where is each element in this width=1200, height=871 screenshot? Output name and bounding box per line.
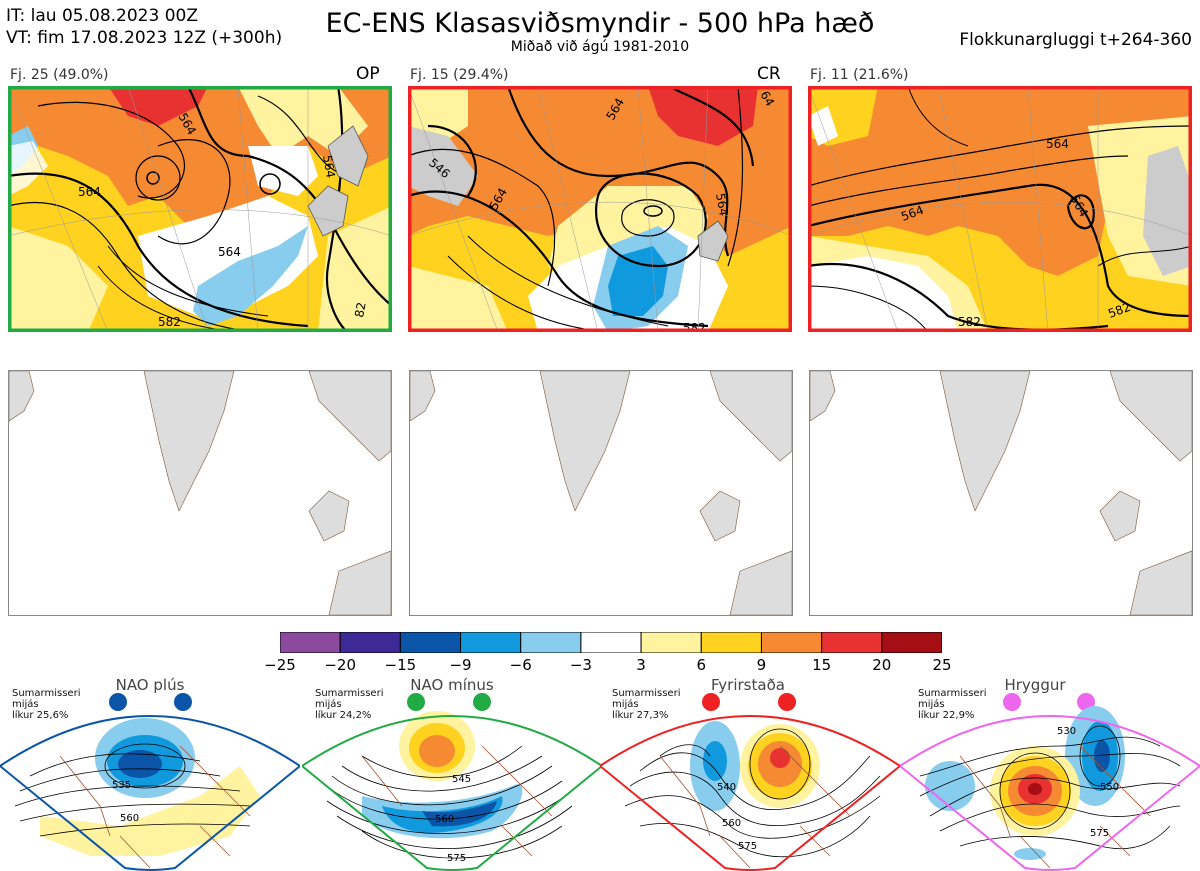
panel-1-tag: OP xyxy=(356,64,380,84)
colorbar-tick-label: −15 xyxy=(384,656,417,674)
regime-1-map[interactable]: 535 560 xyxy=(0,686,300,871)
cluster-map-2[interactable]: 564 546 564 564 582 64 xyxy=(408,86,792,332)
colorbar-tick-label: −20 xyxy=(324,656,356,674)
landmask-map-3 xyxy=(809,370,1193,616)
regime-4-contour-label: 550 xyxy=(1100,782,1119,793)
panel-1-label: Fj. 25 (49.0%) xyxy=(10,67,109,83)
colorbar xyxy=(280,632,942,653)
colorbar-segment xyxy=(821,632,883,653)
colorbar-tick-label: −6 xyxy=(509,656,532,674)
colorbar-tick-label: 3 xyxy=(636,656,646,674)
regime-4-contour-label: 530 xyxy=(1057,726,1076,737)
panel-1-contour-label: 582 xyxy=(158,315,181,329)
colorbar-ticks: −25 −20 −15 −9 −6 −3 3 6 9 15 20 25 xyxy=(0,656,1200,676)
regime-2-note: Sumarmisseri mijás líkur 24,2% xyxy=(315,688,384,721)
regime-3-note: Sumarmisseri mijás líkur 27,3% xyxy=(612,688,681,721)
panel-3-label: Fj. 11 (21.6%) xyxy=(810,67,909,83)
regime-3-title: Fyrirstaða xyxy=(711,676,785,694)
header-info: IT: lau 05.08.2023 00Z VT: fim 17.08.202… xyxy=(6,5,282,49)
colorbar-tick-label: 20 xyxy=(872,656,892,674)
colorbar-segment xyxy=(460,632,522,653)
regime-2-contour-label: 545 xyxy=(452,774,471,785)
colorbar-tick-label: 6 xyxy=(696,656,707,674)
cluster-map-3[interactable]: 564 564 564 582 582 xyxy=(808,86,1192,332)
colorbar-tick-label: −3 xyxy=(569,656,592,674)
colorbar-tick-label: −9 xyxy=(449,656,472,674)
panel-2-label: Fj. 15 (29.4%) xyxy=(410,67,509,83)
panel-2-contour-label: 564 xyxy=(713,192,731,217)
cluster-map-1[interactable]: 564 564 564 582 564 82 xyxy=(8,86,392,332)
regime-3-contour-label: 540 xyxy=(717,782,736,793)
panel-1-contour-label: 564 xyxy=(78,185,101,199)
page-title: EC-ENS Klasasviðsmyndir - 500 hPa hæð xyxy=(325,8,875,39)
panel-1-contour-label: 82 xyxy=(352,301,368,318)
colorbar-segment xyxy=(640,632,702,653)
panel-2-contour-label: 582 xyxy=(683,321,706,332)
valid-time: VT: fim 17.08.2023 12Z (+300h) xyxy=(6,28,283,48)
panel-1-contour-label: 564 xyxy=(218,245,241,259)
regime-3-contour-label: 575 xyxy=(738,841,757,852)
panel-3-contour-label: 564 xyxy=(1046,137,1069,151)
colorbar-segment xyxy=(280,632,341,653)
regime-1-note: Sumarmisseri mijás líkur 25,6% xyxy=(12,688,81,721)
colorbar-segment xyxy=(700,632,762,653)
regime-2-contour-label: 575 xyxy=(447,853,466,864)
colorbar-segment xyxy=(760,632,823,653)
regime-4-contour-label: 575 xyxy=(1090,828,1109,839)
regime-2-title: NAO mínus xyxy=(410,676,494,694)
colorbar-tick-label: 25 xyxy=(932,656,952,674)
regime-row: NAO plús Sumarmisseri mijás líkur 25,6% 53… xyxy=(0,676,1200,871)
regime-4-map[interactable]: 530 550 575 xyxy=(900,686,1200,871)
colorbar-segment xyxy=(339,632,401,653)
regime-3-contour-label: 560 xyxy=(722,818,741,829)
landmask-map-1 xyxy=(8,370,392,616)
regime-1-contour-label: 560 xyxy=(120,813,139,824)
init-time: IT: lau 05.08.2023 00Z xyxy=(6,6,198,26)
panel-2-contour-label: 64 xyxy=(757,89,777,109)
panel-2-tag: CR xyxy=(757,64,781,84)
colorbar-segment xyxy=(580,632,642,653)
regime-2-contour-label: 560 xyxy=(435,814,454,825)
colorbar-segment xyxy=(520,632,582,653)
classification-window: Flokkunargluggi t+264-360 xyxy=(959,30,1192,50)
regime-2-map[interactable]: 545 560 575 xyxy=(302,686,602,871)
colorbar-tick-label: −25 xyxy=(264,656,296,674)
regime-1-contour-label: 535 xyxy=(112,780,131,791)
colorbar-tick-label: 9 xyxy=(756,656,767,674)
colorbar-segment xyxy=(881,632,942,653)
colorbar-segment xyxy=(399,632,462,653)
regime-4-title: Hryggur xyxy=(1004,676,1066,694)
regime-3-map[interactable]: 540 560 575 xyxy=(600,686,900,871)
panel-3-contour-label: 582 xyxy=(958,315,981,329)
panel-1-contour-label: 564 xyxy=(320,154,338,179)
page-subtitle: Miðað við ágú 1981-2010 xyxy=(510,39,690,55)
landmask-map-2 xyxy=(409,370,793,616)
regime-1-title: NAO plús xyxy=(115,676,185,694)
regime-4-note: Sumarmisseri mijás líkur 22,9% xyxy=(918,688,987,721)
colorbar-tick-label: 15 xyxy=(812,656,832,674)
